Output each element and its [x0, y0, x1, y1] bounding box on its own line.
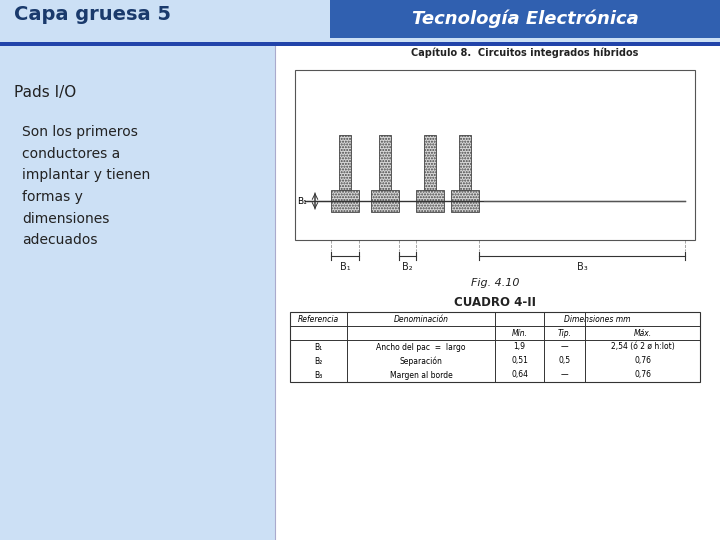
Bar: [331, 190, 359, 212]
Bar: [339, 135, 351, 190]
Text: B₁: B₁: [297, 197, 307, 206]
Text: 0,76: 0,76: [634, 370, 651, 380]
Text: Denominación: Denominación: [394, 314, 449, 323]
Text: Dimensiones mm: Dimensiones mm: [564, 314, 631, 323]
Text: Son los primeros
conductores a
implantar y tienen
formas y
dimensiones
adecuados: Son los primeros conductores a implantar…: [22, 125, 150, 247]
Text: Referencia: Referencia: [298, 314, 339, 323]
Text: 1,9: 1,9: [513, 342, 526, 352]
Text: Fig. 4.10: Fig. 4.10: [471, 278, 519, 288]
Text: 0,76: 0,76: [634, 356, 651, 366]
Text: Tip.: Tip.: [558, 328, 572, 338]
Bar: [330, 0, 720, 38]
Text: 2,54 (ó 2 ø h:lot): 2,54 (ó 2 ø h:lot): [611, 342, 675, 352]
Bar: [459, 135, 471, 190]
Text: Tecnología Electrónica: Tecnología Electrónica: [412, 10, 639, 28]
Bar: [371, 190, 399, 212]
Text: Capítulo 8.  Circuitos integrados híbridos: Capítulo 8. Circuitos integrados híbrido…: [411, 48, 639, 58]
Text: B₂: B₂: [315, 356, 323, 366]
Text: Pads I/O: Pads I/O: [14, 85, 76, 100]
Bar: [0, 42, 720, 46]
Text: CUADRO 4-II: CUADRO 4-II: [454, 296, 536, 309]
Text: Mín.: Mín.: [512, 328, 528, 338]
Bar: [295, 70, 695, 240]
Bar: [451, 190, 479, 212]
Bar: [379, 135, 391, 190]
Bar: [416, 190, 444, 212]
Bar: [424, 135, 436, 190]
Text: B₃: B₃: [315, 370, 323, 380]
Text: —: —: [561, 342, 569, 352]
Text: B₃: B₃: [577, 262, 588, 272]
Bar: [290, 312, 700, 382]
Text: —: —: [561, 370, 569, 380]
Text: 0,5: 0,5: [559, 356, 571, 366]
Text: 0,64: 0,64: [511, 370, 528, 380]
Text: B₂: B₂: [402, 262, 413, 272]
Bar: [275, 46, 720, 540]
Text: 0,51: 0,51: [511, 356, 528, 366]
Text: Ancho del pac  =  largo: Ancho del pac = largo: [377, 342, 466, 352]
Text: B₁: B₁: [315, 342, 323, 352]
Text: Capa gruesa 5: Capa gruesa 5: [14, 5, 171, 24]
Text: Separación: Separación: [400, 356, 443, 366]
Text: Máx.: Máx.: [634, 328, 652, 338]
Text: B₁: B₁: [340, 262, 351, 272]
Text: Margen al borde: Margen al borde: [390, 370, 453, 380]
